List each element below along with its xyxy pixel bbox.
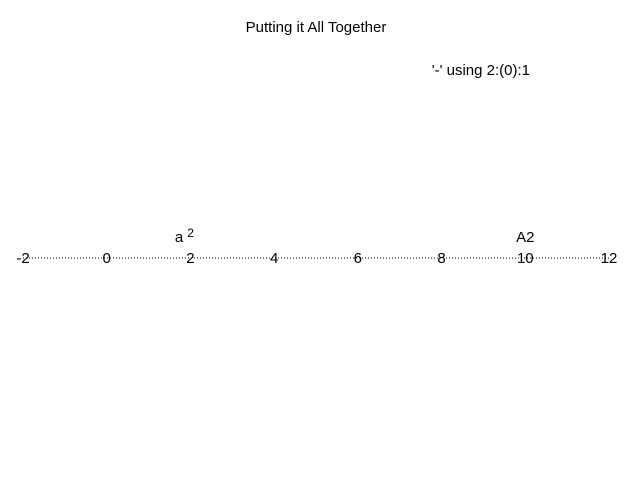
chart-title: Putting it All Together bbox=[246, 19, 387, 36]
point-labels: a 2 A2 bbox=[175, 226, 535, 246]
x-tick-label: 10 bbox=[517, 250, 534, 267]
x-tick-label: -2 bbox=[16, 250, 29, 267]
point-label-text: A2 bbox=[516, 229, 534, 246]
point-label: A2 bbox=[516, 229, 534, 246]
x-tick-labels: -2 0 2 4 6 8 10 12 bbox=[16, 250, 617, 267]
x-tick-label: 6 bbox=[354, 250, 362, 267]
x-tick-label: 0 bbox=[103, 250, 111, 267]
point-label-superscript: 2 bbox=[187, 226, 194, 240]
legend-entry: '-' using 2:(0):1 bbox=[432, 62, 530, 79]
point-label-text: a bbox=[175, 229, 184, 246]
x-tick-label: 12 bbox=[601, 250, 618, 267]
x-tick-label: 2 bbox=[186, 250, 194, 267]
x-tick-label: 4 bbox=[270, 250, 278, 267]
x-tick-label: 8 bbox=[437, 250, 445, 267]
